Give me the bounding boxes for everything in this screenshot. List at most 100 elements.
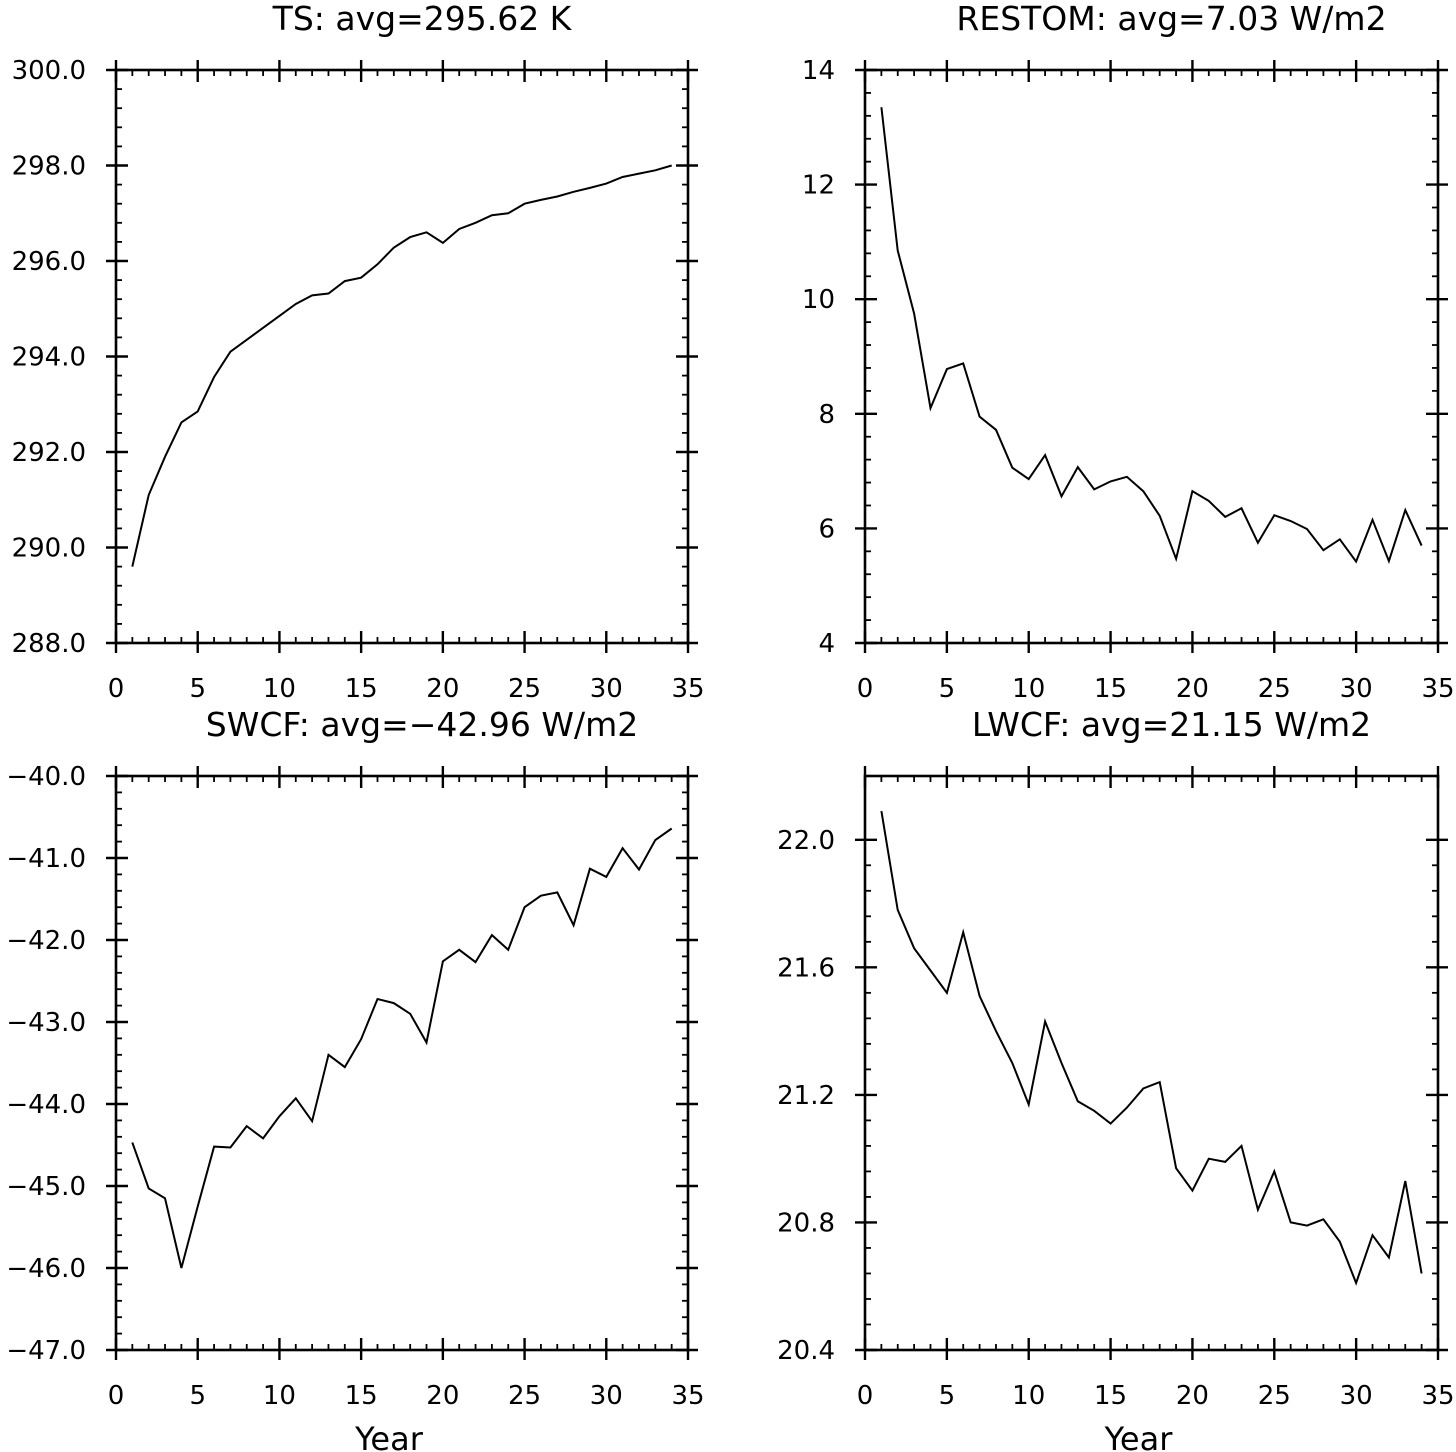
data-point	[1044, 454, 1046, 456]
data-point	[589, 868, 591, 870]
y-tick-label: −47.0	[6, 1336, 86, 1366]
x-tick-label: 15	[345, 674, 378, 704]
data-point	[344, 280, 346, 282]
data-point	[376, 998, 378, 1000]
plot-frame	[114, 774, 690, 1352]
data-point	[180, 1267, 182, 1269]
x-tick-label: 25	[508, 1381, 541, 1411]
data-point	[426, 231, 428, 233]
data-point	[1142, 1088, 1144, 1090]
data-point	[327, 292, 329, 294]
data-point	[880, 810, 882, 812]
data-point	[229, 351, 231, 353]
data-point	[393, 1002, 395, 1004]
y-tick-label: 10	[802, 285, 835, 315]
x-tick-label: 20	[1176, 1381, 1209, 1411]
x-tick-label: 20	[426, 1381, 459, 1411]
data-point	[1355, 561, 1357, 563]
data-point	[1126, 1107, 1128, 1109]
data-point	[327, 1054, 329, 1056]
data-point	[1339, 538, 1341, 540]
x-tick-label: 0	[857, 1381, 874, 1411]
y-tick-label: 4	[818, 629, 835, 659]
plot-frame	[863, 774, 1440, 1352]
x-tick-label: 5	[189, 674, 206, 704]
y-tick-label: 300.0	[12, 56, 86, 86]
panel-lwcf: 0 5 10 15 20 25 30 35 20.4 20.8 21.2 21.6 22.0 LWCF: …	[777, 705, 1454, 1452]
data-point	[164, 1197, 166, 1199]
data-point	[1421, 545, 1423, 547]
y-tick-label: −41.0	[6, 844, 86, 874]
x-tick-label: 25	[1258, 674, 1291, 704]
data-point	[1191, 1190, 1193, 1192]
data-point	[622, 847, 624, 849]
data-point	[929, 407, 931, 409]
data-point	[1322, 549, 1324, 551]
data-point	[1060, 1062, 1062, 1064]
data-point	[605, 183, 607, 185]
y-tick-label: 22.0	[777, 826, 835, 856]
data-point	[1290, 1221, 1292, 1223]
chart-title: LWCF: avg=21.15 W/m2	[972, 705, 1371, 744]
x-axis-label: Year	[354, 1420, 424, 1452]
data-point	[1093, 1110, 1095, 1112]
x-tick-label: 20	[426, 674, 459, 704]
data-point	[278, 1115, 280, 1117]
data-point	[426, 1042, 428, 1044]
y-tick-label: 20.8	[777, 1208, 835, 1238]
data-point	[1208, 500, 1210, 502]
data-point	[344, 1066, 346, 1068]
data-point	[1355, 1282, 1357, 1284]
data-point	[409, 1013, 411, 1015]
chart-title: TS: avg=295.62 K	[272, 0, 573, 38]
x-tick-label: 10	[263, 674, 296, 704]
data-point	[913, 947, 915, 949]
y-tick-label: 292.0	[12, 438, 86, 468]
data-point	[507, 949, 509, 951]
data-point	[524, 906, 526, 908]
data-point	[946, 368, 948, 370]
data-point	[1044, 1021, 1046, 1023]
plot-frame	[863, 68, 1440, 645]
data-point	[295, 1097, 297, 1099]
data-point	[229, 1146, 231, 1148]
data-point	[213, 376, 215, 378]
data-point	[1060, 495, 1062, 497]
series-line	[880, 810, 1423, 1286]
data-point	[1273, 514, 1275, 516]
data-point	[654, 839, 656, 841]
data-point	[1339, 1241, 1341, 1243]
data-point	[524, 203, 526, 205]
data-point	[180, 421, 182, 423]
data-point	[475, 961, 477, 963]
data-point	[540, 895, 542, 897]
data-point	[148, 1187, 150, 1189]
y-tick-label: −45.0	[6, 1172, 86, 1202]
data-point	[1306, 528, 1308, 530]
x-tick-label: 10	[1012, 1381, 1045, 1411]
data-point	[1028, 1103, 1030, 1105]
data-point	[897, 249, 899, 251]
x-tick-label: 5	[189, 1381, 206, 1411]
x-tick-label: 30	[590, 1381, 623, 1411]
x-tick-label: 25	[508, 674, 541, 704]
chart-title: RESTOM: avg=7.03 W/m2	[956, 0, 1386, 38]
data-point	[295, 303, 297, 305]
x-tick-label: 10	[263, 1381, 296, 1411]
data-point	[1028, 478, 1030, 480]
data-point	[671, 827, 673, 829]
x-tick-label: 35	[671, 1381, 704, 1411]
panel-ts: 0 5 10 15 20 25 30 35 288.0 290.0 292.0 294.0 296.0 2…	[12, 0, 705, 704]
data-point	[1126, 476, 1128, 478]
x-tick-label: 30	[1340, 1381, 1373, 1411]
data-point	[1290, 520, 1292, 522]
data-point	[1077, 1100, 1079, 1102]
data-point	[1077, 466, 1079, 468]
data-point	[164, 456, 166, 458]
data-point	[589, 187, 591, 189]
data-point	[442, 242, 444, 244]
x-tick-label: 10	[1012, 674, 1045, 704]
data-point	[1273, 1170, 1275, 1172]
data-point	[1404, 1180, 1406, 1182]
